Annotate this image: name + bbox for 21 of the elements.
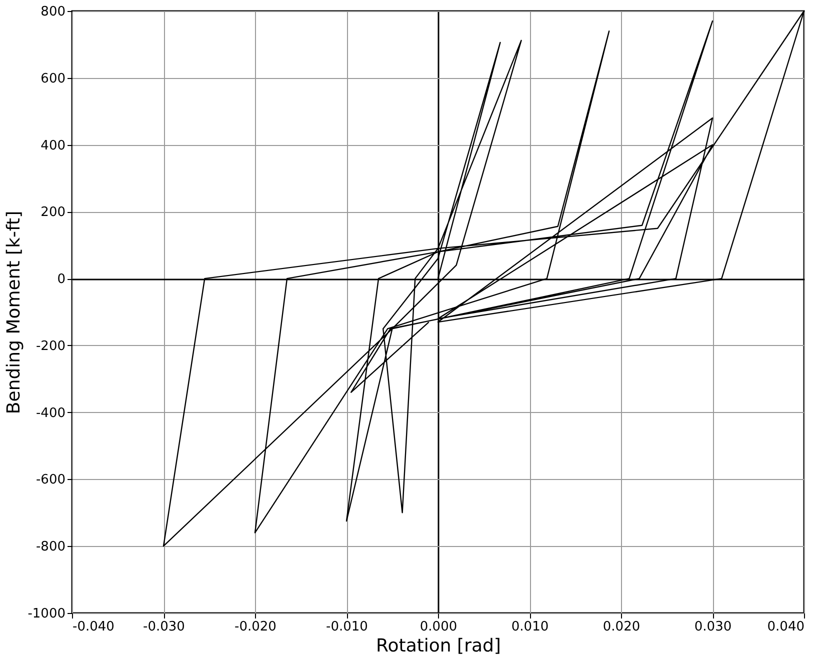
y-tick-label: 800 (40, 4, 66, 20)
y-tick-label: -1000 (28, 606, 66, 622)
y-axis-title: Bending Moment [k-ft] (4, 210, 25, 414)
x-tick-label: -0.040 (72, 620, 114, 634)
x-tick-label: 0.040 (767, 620, 804, 634)
x-tick-label: 0.000 (420, 620, 458, 634)
y-tick-label: -800 (36, 540, 66, 555)
x-tick-label: -0.030 (143, 620, 185, 634)
y-tick-label: 0 (57, 272, 66, 288)
x-tick-label: -0.020 (234, 620, 276, 634)
x-tick-label: -0.010 (326, 620, 368, 634)
y-tick-label: 200 (40, 205, 66, 220)
y-tick-label: -200 (36, 338, 66, 354)
x-axis-title: Rotation [rad] (376, 636, 501, 656)
x-tick-label: 0.010 (511, 620, 549, 634)
x-tick-label: 0.020 (602, 620, 640, 634)
y-tick-label: 400 (40, 138, 66, 154)
y-tick-label: -400 (36, 406, 66, 421)
x-tick-label: 0.030 (694, 620, 732, 634)
y-tick-label: -600 (36, 472, 66, 488)
y-tick-label: 600 (40, 71, 66, 86)
